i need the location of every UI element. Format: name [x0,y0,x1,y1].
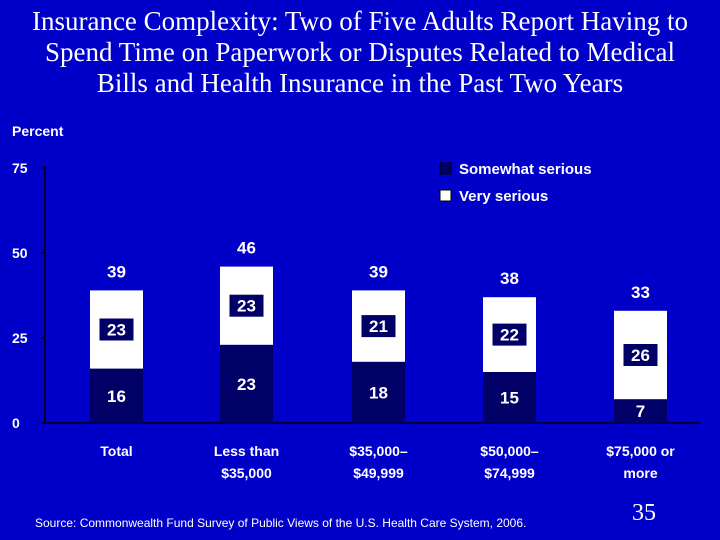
source-note: Source: Commonwealth Fund Survey of Publ… [35,516,527,530]
data-label-total-1: 46 [237,239,256,258]
bar-very-serious-4 [614,399,667,423]
legend-label-0: Somewhat serious [459,161,592,178]
y-axis-label: Percent [12,123,64,139]
x-tick-label-1-0: Less than [214,443,279,459]
data-label-somewhat-serious-4: 26 [631,346,650,365]
legend-swatch-1 [439,189,452,202]
legend-swatch-0 [439,162,452,175]
data-label-box-somewhat-0 [99,318,134,341]
bar-very-serious-0 [90,368,143,423]
slide-title: Insurance Complexity: Two of Five Adults… [0,6,720,99]
x-tick-label-3-1: $74,999 [484,465,535,481]
title-line-1: Insurance Complexity: Two of Five Adults… [31,6,689,36]
x-tick-label-2-0: $35,000– [349,443,408,459]
data-label-very-serious-4: 7 [636,402,645,421]
x-tick-label-0-0: Total [100,443,132,459]
data-label-total-3: 38 [500,269,519,288]
title-line-2: Spend Time on Paperwork or Disputes Rela… [45,37,675,67]
data-label-somewhat-serious-0: 23 [107,321,126,340]
data-label-somewhat-serious-1: 23 [237,297,256,316]
data-label-box-somewhat-4 [623,344,658,366]
data-label-box-somewhat-3 [492,323,527,346]
data-label-somewhat-serious-3: 22 [500,326,519,345]
data-label-total-0: 39 [107,262,126,281]
data-label-box-somewhat-1 [229,294,264,317]
y-tick-label-3: 75 [12,160,28,176]
data-label-very-serious-1: 23 [237,375,256,394]
data-label-somewhat-serious-2: 21 [369,317,388,336]
x-tick-label-2-1: $49,999 [353,465,404,481]
y-tick-label-2: 50 [12,245,28,261]
data-label-very-serious-0: 16 [107,387,126,406]
data-label-very-serious-3: 15 [500,389,519,408]
data-label-very-serious-2: 18 [369,383,388,402]
title-line-3: Bills and Health Insurance in the Past T… [96,68,624,98]
data-label-box-somewhat-2 [361,315,396,338]
y-tick-label-0: 0 [12,415,20,431]
x-tick-label-4-0: $75,000 or [606,443,675,459]
data-label-total-4: 33 [631,283,650,302]
y-tick-label-1: 25 [12,330,28,346]
legend-label-1: Very serious [459,188,548,205]
data-label-total-2: 39 [369,262,388,281]
bar-very-serious-3 [483,372,536,423]
page-number: 35 [632,500,656,526]
x-tick-label-4-1: more [623,465,657,481]
x-tick-label-3-0: $50,000– [480,443,539,459]
bar-very-serious-1 [220,344,273,423]
bar-very-serious-2 [352,361,405,423]
x-tick-label-1-1: $35,000 [221,465,272,481]
